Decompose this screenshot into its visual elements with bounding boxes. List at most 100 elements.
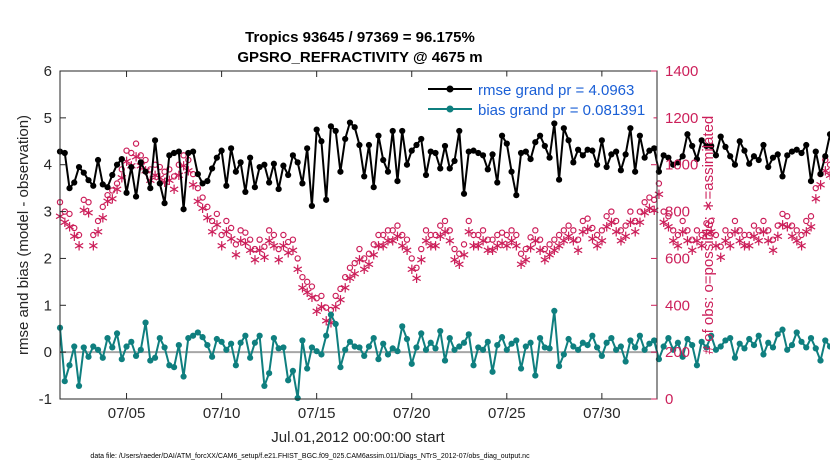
assimilated-marker: ∗ [291, 260, 304, 278]
bias-point [765, 339, 772, 346]
rmse-point [166, 152, 173, 159]
rmse-point [346, 119, 354, 126]
bias-point [660, 343, 667, 350]
bias-point [774, 331, 781, 338]
rmse-point [380, 156, 387, 164]
rmse-point [641, 154, 648, 161]
assimilated-marker: ∗ [577, 222, 590, 240]
rmse-point [422, 171, 430, 179]
bias-point [589, 332, 596, 339]
bias-point [132, 352, 140, 359]
bias-point [769, 344, 777, 351]
assimilated-marker: ∗ [348, 264, 361, 282]
possible-marker [251, 245, 259, 253]
bias-point [784, 346, 791, 353]
bias-point [565, 335, 572, 343]
bias-point [408, 360, 415, 367]
assimilated-marker: ∗ [434, 227, 447, 245]
assimilated-marker: ∗ [757, 222, 770, 240]
bias-point [71, 343, 78, 350]
rmse-point [113, 161, 121, 168]
legend-box [421, 76, 654, 120]
y-tick-label-right: 200 [665, 344, 690, 361]
rmse-point [161, 200, 168, 207]
bias-point [346, 338, 354, 345]
possible-marker [208, 217, 216, 225]
possible-marker [109, 187, 116, 194]
assimilated-marker: ∗ [477, 232, 490, 250]
y-axis-label-right: # of obs: o=possible; ∗=assimilated [700, 116, 717, 355]
rmse-point [717, 133, 724, 140]
assimilated-marker: ∗ [496, 234, 509, 252]
bias-point [185, 334, 192, 342]
rmse-point [261, 161, 268, 168]
possible-marker [570, 227, 577, 234]
bias-point [370, 334, 377, 342]
possible-marker [361, 255, 368, 262]
possible-marker [788, 222, 796, 229]
assimilated-marker: ∗ [505, 232, 518, 250]
possible-marker [593, 231, 601, 239]
x-tick-label: 07/25 [488, 405, 526, 422]
possible-marker [555, 231, 563, 239]
rmse-point [304, 145, 311, 152]
assimilated-marker: ∗ [657, 213, 670, 231]
possible-marker [527, 234, 534, 241]
possible-marker [413, 264, 420, 271]
rmse-point [494, 179, 501, 186]
assimilated-marker: ∗ [396, 236, 409, 254]
rmse-point [807, 178, 815, 185]
assimilated-marker: ∗ [600, 218, 613, 236]
bias-point [356, 344, 363, 351]
assimilated-marker: ∗ [596, 232, 609, 250]
assimilated-marker: ∗ [781, 218, 794, 236]
rmse-point [80, 169, 87, 176]
bias-point [641, 346, 648, 353]
possible-marker [422, 227, 430, 234]
rmse-point [684, 131, 691, 138]
bias-point [147, 357, 154, 364]
assimilated-marker: ∗ [353, 250, 366, 268]
bias-point [427, 339, 434, 346]
y-tick-label-right: 1200 [665, 110, 698, 127]
rmse-point [798, 149, 805, 157]
bias-point [817, 357, 824, 364]
rmse-point [665, 154, 672, 161]
rmse-point [285, 171, 292, 179]
possible-marker [560, 227, 568, 234]
rmse-point [318, 138, 325, 145]
bias-point [418, 330, 425, 337]
assimilated-marker: ∗ [529, 232, 542, 250]
bias-point [570, 343, 577, 350]
x-tick-label: 07/10 [203, 405, 241, 422]
assimilated-marker: ∗ [77, 201, 90, 219]
rmse-point [551, 120, 558, 127]
bias-point [437, 327, 444, 335]
rmse-point [712, 152, 720, 159]
assimilated-marker: ∗ [206, 222, 219, 240]
plot-frame [59, 70, 658, 400]
possible-marker [755, 227, 762, 234]
bias-point [651, 337, 658, 344]
assimilated-marker: ∗ [268, 236, 281, 254]
bias-point [670, 346, 677, 353]
bias-point [727, 334, 734, 342]
rmse-point [194, 170, 201, 178]
rmse-point [156, 180, 163, 187]
assimilated-marker: ∗ [548, 241, 561, 259]
assimilated-marker: ∗ [558, 232, 571, 250]
possible-marker [104, 191, 111, 199]
possible-marker [631, 217, 639, 225]
bias-point [750, 342, 758, 349]
assimilated-marker: ∗ [405, 260, 418, 278]
bias-point [793, 329, 800, 336]
assimilated-marker: ∗ [63, 218, 76, 236]
possible-marker [774, 222, 781, 229]
possible-marker [85, 198, 92, 206]
bias-point [826, 343, 830, 350]
rmse-point [323, 196, 330, 203]
bias-point [684, 335, 691, 343]
rmse-point [104, 184, 111, 191]
assimilated-marker: ∗ [249, 250, 262, 268]
possible-marker [346, 264, 354, 271]
